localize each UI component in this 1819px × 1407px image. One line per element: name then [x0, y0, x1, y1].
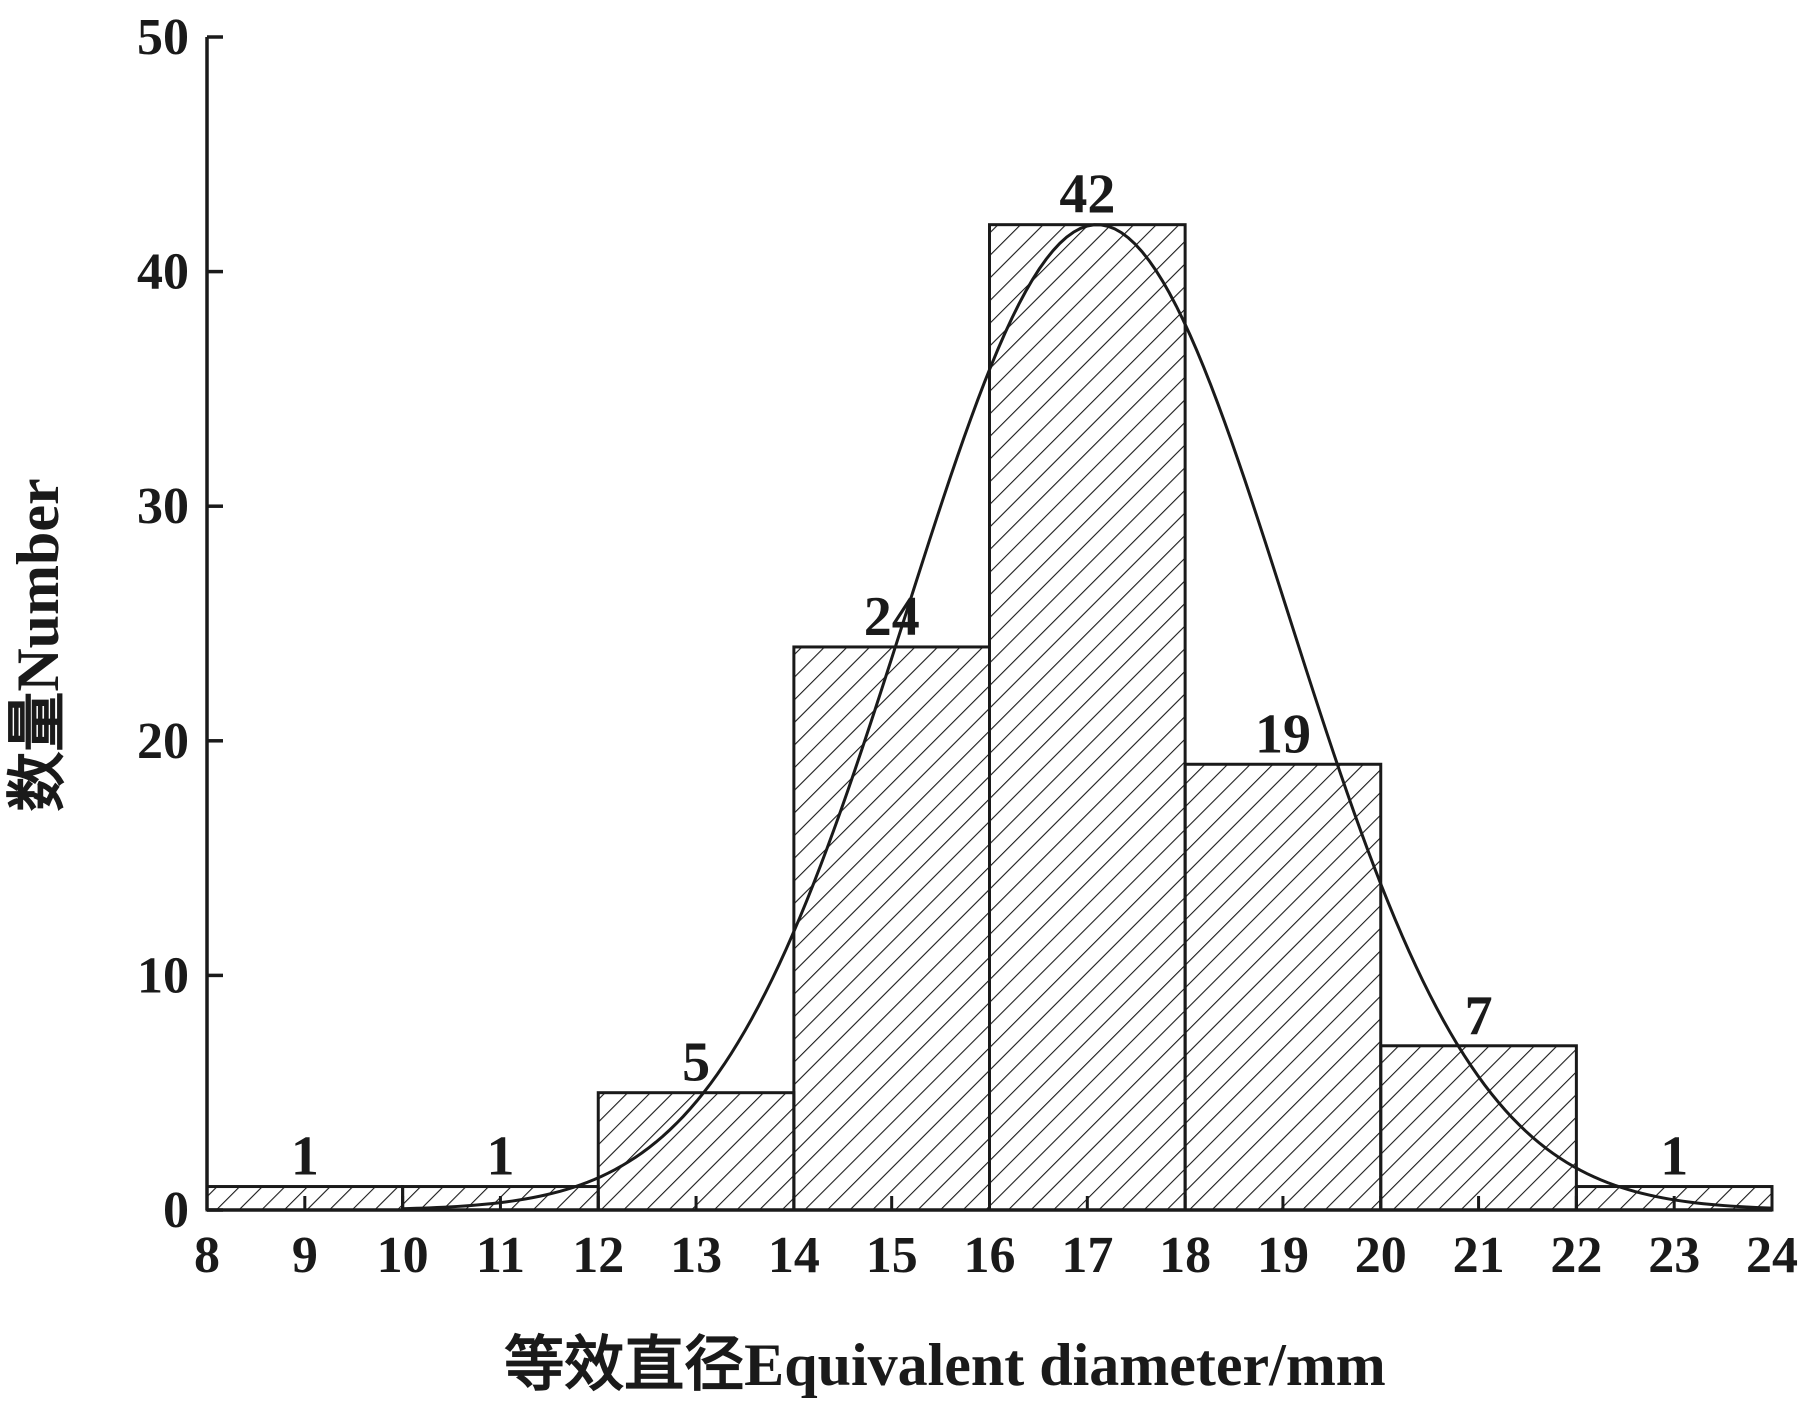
y-axis-title: 数量Number	[5, 478, 71, 811]
y-tick-label: 40	[137, 244, 189, 301]
x-tick-label: 21	[1453, 1227, 1505, 1284]
x-tick-label: 23	[1648, 1227, 1700, 1284]
x-tick-label: 24	[1746, 1227, 1798, 1284]
normal-fit-curve	[402, 223, 1773, 1211]
x-tick-label: 14	[768, 1227, 820, 1284]
x-tick-label: 18	[1159, 1227, 1211, 1284]
bar-value-label: 1	[291, 1126, 319, 1188]
bar-value-label: 19	[1255, 703, 1311, 765]
histogram-bar	[792, 645, 991, 1212]
fit-curve-layer	[402, 223, 1773, 1211]
histogram-bar	[988, 223, 1187, 1212]
bar-value-label: 7	[1465, 985, 1493, 1047]
data-labels-layer: 1 1 5 24 42 19 7 1	[291, 164, 1688, 1188]
y-tick-label: 20	[137, 713, 189, 770]
y-tick-label: 0	[163, 1182, 189, 1239]
bar-value-label: 1	[486, 1126, 514, 1188]
x-tick-label: 12	[572, 1227, 624, 1284]
x-axis-title: 等效直径Equivalent diameter/mm	[504, 1332, 1386, 1398]
x-tick-label: 17	[1061, 1227, 1113, 1284]
x-tick-label: 8	[194, 1227, 220, 1284]
x-tick-label: 16	[964, 1227, 1016, 1284]
x-tick-label: 10	[377, 1227, 429, 1284]
x-tick-label: 22	[1550, 1227, 1602, 1284]
bars-layer	[205, 223, 1774, 1212]
y-tick-label: 30	[137, 478, 189, 535]
y-tick-label: 50	[137, 9, 189, 66]
histogram-bar	[596, 1091, 796, 1212]
histogram-bar	[1379, 1044, 1578, 1212]
x-tick-label: 9	[292, 1227, 318, 1284]
x-tick-label: 11	[476, 1227, 525, 1284]
x-tick-label: 13	[670, 1227, 722, 1284]
histogram-bar	[1183, 762, 1383, 1212]
bar-value-label: 1	[1660, 1126, 1688, 1188]
bar-value-label: 5	[682, 1032, 710, 1094]
x-tick-label: 19	[1257, 1227, 1309, 1284]
x-tick-label: 15	[866, 1227, 918, 1284]
bar-value-label: 24	[864, 586, 920, 648]
x-tick-label: 20	[1355, 1227, 1407, 1284]
bar-value-label: 42	[1059, 164, 1115, 226]
y-tick-label: 10	[137, 947, 189, 1004]
